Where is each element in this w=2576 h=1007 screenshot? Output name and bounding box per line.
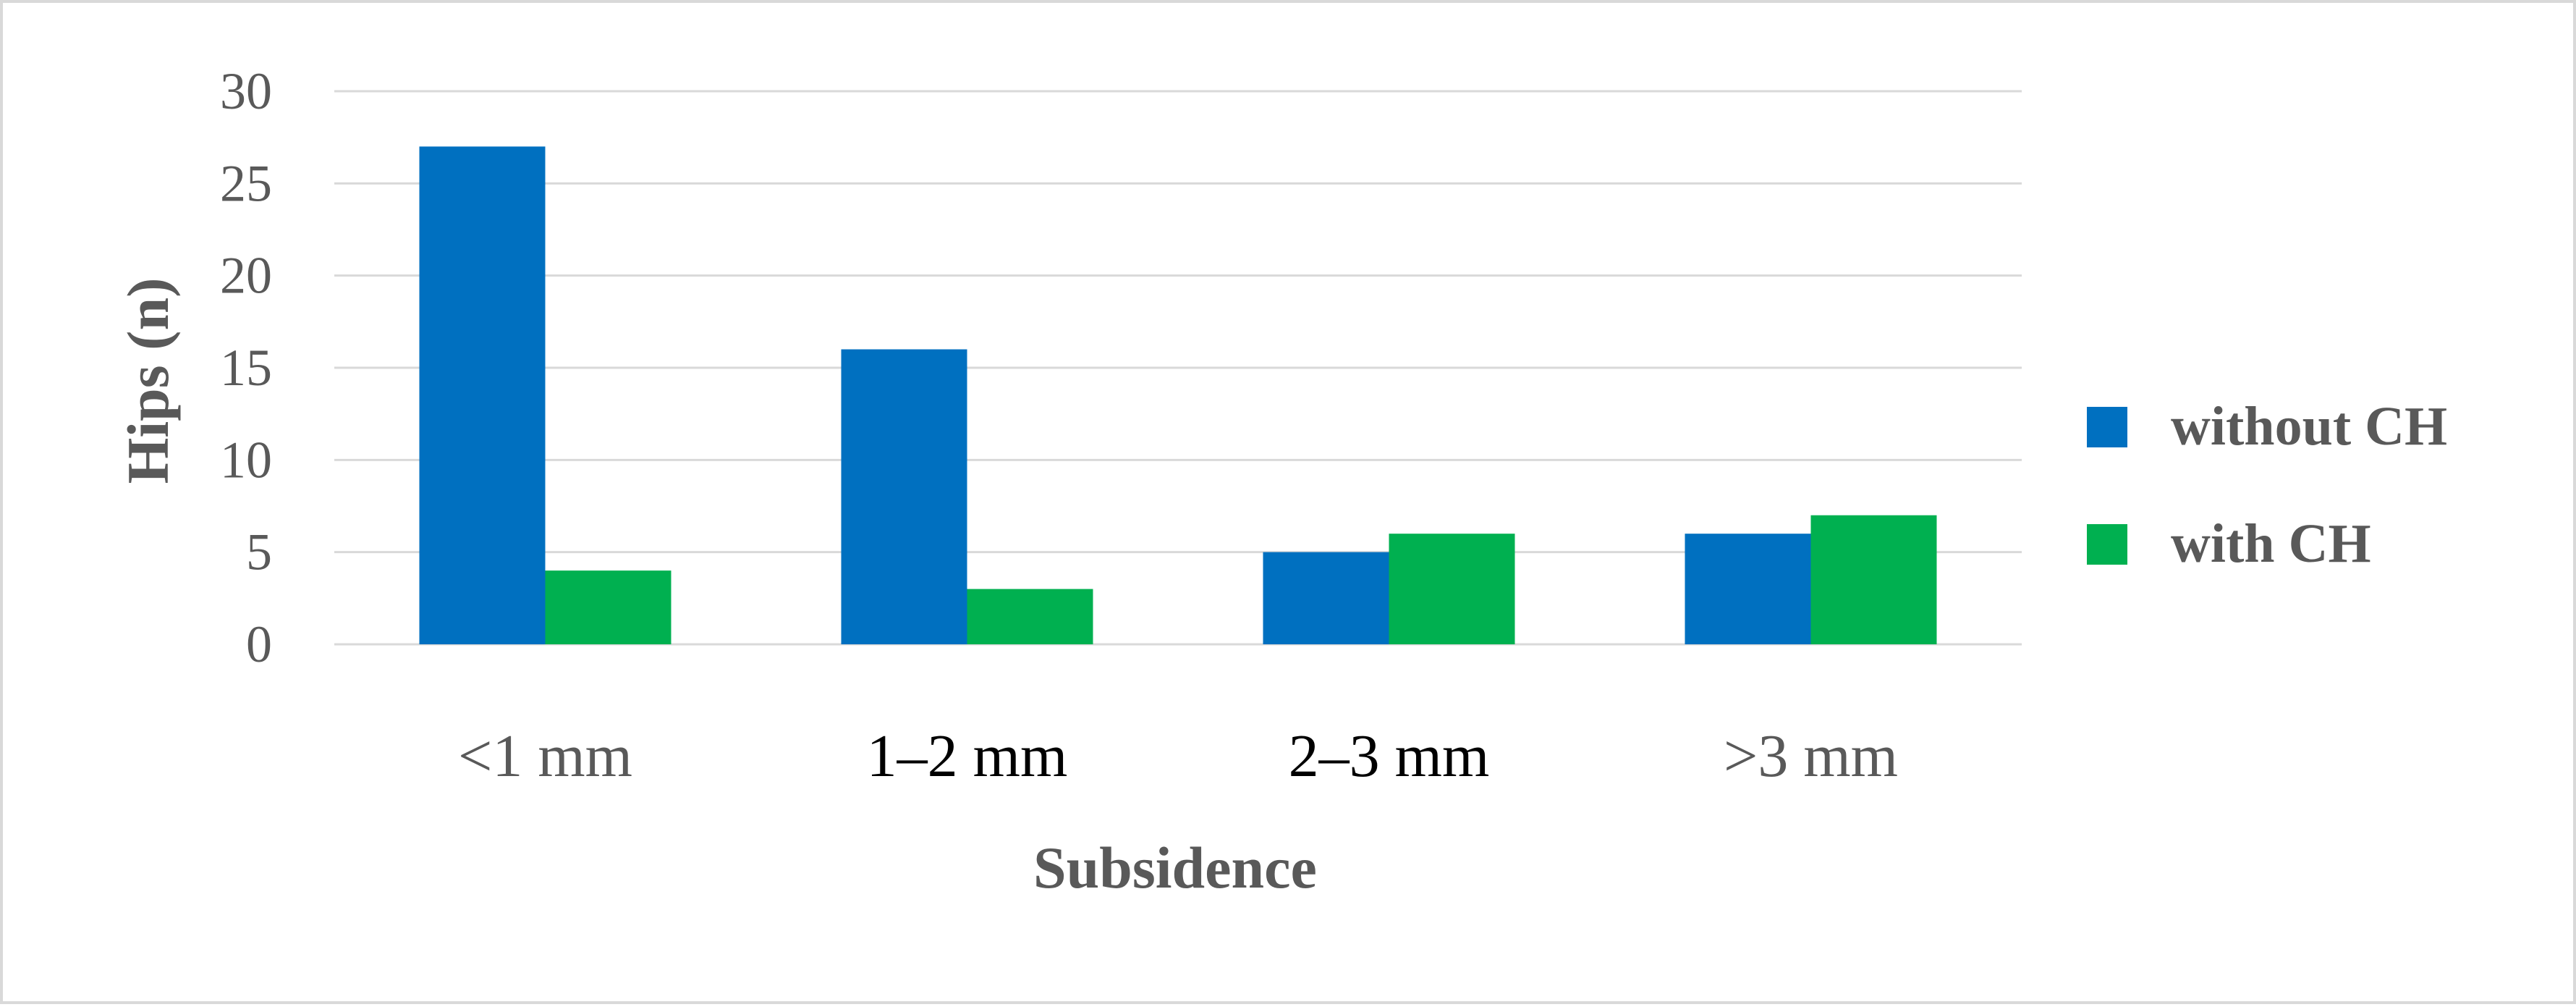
bar-with-ch bbox=[967, 589, 1093, 644]
legend: without CH with CH bbox=[2087, 396, 2447, 574]
y-tick-label: 20 bbox=[220, 247, 272, 305]
legend-label: without CH bbox=[2171, 396, 2447, 457]
bar-without-ch bbox=[1685, 534, 1811, 644]
x-category-label: 2–3 mm bbox=[1289, 722, 1490, 790]
y-tick-label: 5 bbox=[246, 523, 272, 581]
x-axis-title: Subsidence bbox=[1033, 835, 1317, 901]
x-category-label: <1 mm bbox=[458, 722, 632, 790]
x-category-label: >3 mm bbox=[1724, 722, 1898, 790]
y-axis-title: Hips (n) bbox=[115, 278, 181, 484]
bar-with-ch bbox=[1389, 534, 1515, 644]
y-tick-label: 30 bbox=[220, 62, 272, 120]
y-tick-label: 0 bbox=[246, 615, 272, 673]
bar-with-ch bbox=[545, 570, 671, 644]
bars bbox=[419, 146, 1937, 644]
bar-without-ch bbox=[419, 146, 546, 644]
y-tick-label: 10 bbox=[220, 431, 272, 489]
x-category-label: 1–2 mm bbox=[867, 722, 1068, 790]
bar-chart: 0 5 10 15 20 25 30 <1 mm 1–2 mm 2–3 mm >3 mm Subs… bbox=[115, 62, 2447, 901]
bar-with-ch bbox=[1810, 515, 1937, 644]
gridlines bbox=[334, 90, 2022, 646]
y-tick-label: 25 bbox=[220, 154, 272, 212]
x-axis-categories: <1 mm 1–2 mm 2–3 mm >3 mm bbox=[458, 722, 1898, 790]
bar-without-ch bbox=[1263, 552, 1389, 644]
y-axis-ticks: 0 5 10 15 20 25 30 bbox=[220, 62, 272, 673]
y-tick-label: 15 bbox=[220, 339, 272, 397]
legend-label: with CH bbox=[2171, 513, 2371, 574]
legend-swatch bbox=[2087, 407, 2127, 447]
bar-without-ch bbox=[841, 349, 967, 644]
legend-swatch bbox=[2087, 524, 2127, 565]
